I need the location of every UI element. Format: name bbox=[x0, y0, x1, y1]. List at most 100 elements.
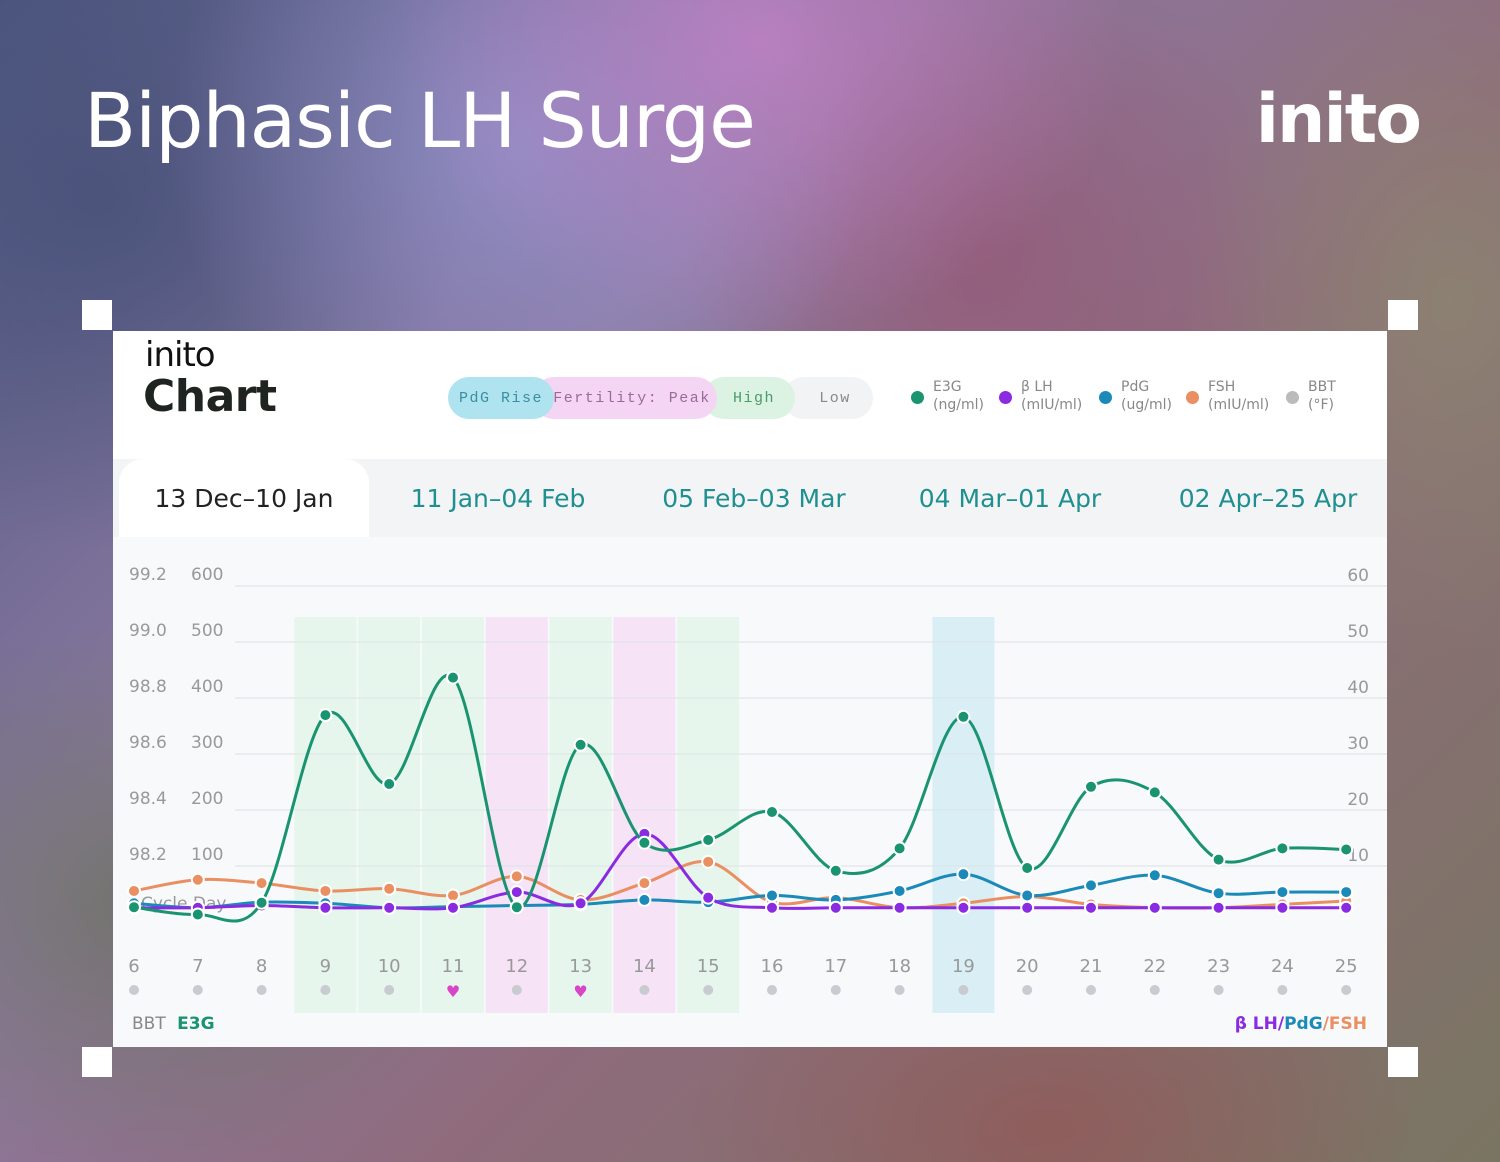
phase-pill-fertility-peak: Fertility: Peak bbox=[533, 377, 717, 419]
tab-04-mar-01-apr[interactable]: 04 Mar–01 Apr bbox=[918, 483, 1102, 513]
data-point-lh-day-13 bbox=[573, 896, 588, 911]
data-point-e3g-day-7 bbox=[190, 907, 205, 922]
data-point-e3g-day-10 bbox=[382, 777, 397, 791]
data-point-fsh-day-6 bbox=[127, 883, 141, 898]
footer-bbt-label: BBT bbox=[132, 1014, 166, 1034]
data-point-e3g-day-17 bbox=[828, 863, 843, 878]
data-point-e3g-day-23 bbox=[1211, 852, 1226, 867]
bbt-marker-day-9 bbox=[320, 985, 331, 995]
tab-02-apr-25-apr[interactable]: 02 Apr–25 Apr bbox=[1178, 483, 1358, 513]
data-point-fsh-day-15 bbox=[701, 854, 716, 869]
phase-band-high-day-13 bbox=[549, 617, 612, 1013]
data-point-pdg-day-23 bbox=[1211, 886, 1226, 901]
x-tick-day-21: 21 bbox=[1080, 956, 1103, 977]
legend-name-fsh: FSH bbox=[1208, 379, 1236, 395]
data-point-e3g-day-19 bbox=[956, 709, 971, 724]
tab-11-jan-04-feb[interactable]: 11 Jan–04 Feb bbox=[410, 483, 586, 513]
footer-fsh-label: FSH bbox=[1328, 1014, 1367, 1034]
data-point-lh-day-20 bbox=[1020, 900, 1035, 915]
bbt-marker-day-22 bbox=[1149, 985, 1160, 995]
x-tick-day-23: 23 bbox=[1207, 956, 1230, 977]
bbt-marker-day-18 bbox=[894, 985, 905, 995]
data-point-e3g-day-8 bbox=[254, 895, 269, 910]
bbt-marker-day-7 bbox=[192, 985, 203, 995]
data-point-pdg-day-16 bbox=[765, 888, 779, 903]
heart-marker-day-11: ♥ bbox=[446, 982, 460, 1001]
inito-logo: inito bbox=[1255, 80, 1422, 159]
data-point-lh-day-23 bbox=[1211, 900, 1226, 915]
legend-unit-fsh: (mIU/ml) bbox=[1208, 397, 1270, 413]
data-point-e3g-day-9 bbox=[318, 708, 333, 723]
phase-band-high-day-10 bbox=[358, 617, 421, 1013]
data-point-e3g-day-20 bbox=[1020, 861, 1035, 875]
data-point-pdg-day-19 bbox=[956, 867, 971, 882]
tab-13-dec-10-jan[interactable]: 13 Dec–10 Jan bbox=[119, 459, 369, 537]
legend-dot-e3g bbox=[911, 391, 924, 404]
y-tick-e3g: 400 bbox=[191, 677, 223, 697]
bbt-marker-day-23 bbox=[1213, 985, 1224, 995]
data-point-fsh-day-7 bbox=[190, 872, 205, 887]
bbt-marker-day-10 bbox=[384, 985, 395, 995]
y-tick-e3g: 200 bbox=[191, 789, 223, 809]
data-point-pdg-day-24 bbox=[1275, 885, 1290, 900]
data-point-lh-day-9 bbox=[318, 900, 333, 915]
x-tick-day-6: 6 bbox=[128, 956, 139, 977]
x-tick-day-12: 12 bbox=[505, 956, 528, 977]
phase-pill-high: High bbox=[703, 377, 795, 419]
legend-name-e3g: E3G bbox=[933, 379, 962, 395]
x-tick-day-17: 17 bbox=[824, 956, 847, 977]
tab-05-feb-03-mar[interactable]: 05 Feb–03 Mar bbox=[662, 483, 846, 513]
bbt-marker-day-16 bbox=[767, 985, 777, 995]
phase-band-high-day-15 bbox=[677, 617, 740, 1013]
bbt-marker-day-12 bbox=[511, 985, 522, 995]
legend-dot-lh bbox=[999, 391, 1012, 404]
data-point-lh-day-17 bbox=[828, 900, 843, 915]
y-tick-right: 20 bbox=[1347, 790, 1369, 810]
phase-band-high-day-9 bbox=[294, 617, 357, 1013]
data-point-lh-day-21 bbox=[1084, 900, 1098, 915]
data-point-e3g-day-6 bbox=[127, 900, 141, 915]
data-point-fsh-day-10 bbox=[382, 881, 397, 896]
footer-e3g-label: E3G bbox=[177, 1014, 215, 1034]
x-tick-day-11: 11 bbox=[442, 956, 465, 977]
bbt-marker-day-6 bbox=[129, 985, 139, 995]
legend-unit-e3g: (ng/ml) bbox=[933, 397, 984, 413]
x-tick-day-8: 8 bbox=[256, 956, 267, 977]
legend-unit-pdg: (ug/ml) bbox=[1121, 397, 1172, 413]
data-point-e3g-day-12 bbox=[509, 900, 524, 915]
crop-handle-top-left[interactable] bbox=[82, 300, 112, 330]
x-tick-day-15: 15 bbox=[697, 956, 720, 977]
crop-handle-bottom-left[interactable] bbox=[82, 1047, 112, 1077]
bbt-marker-day-19 bbox=[958, 985, 969, 995]
bbt-marker-day-8 bbox=[256, 985, 267, 995]
data-point-e3g-day-16 bbox=[765, 805, 779, 819]
y-tick-bbt: 98.6 bbox=[129, 733, 167, 753]
y-tick-bbt: 99.2 bbox=[129, 565, 167, 585]
x-tick-day-18: 18 bbox=[888, 956, 911, 977]
data-point-lh-day-12 bbox=[509, 885, 524, 900]
data-point-lh-day-22 bbox=[1147, 900, 1162, 915]
legend-dot-pdg bbox=[1099, 391, 1112, 404]
data-point-lh-day-11 bbox=[446, 900, 460, 915]
phase-pill-pdg-rise: PdG Rise bbox=[448, 377, 554, 419]
crop-handle-top-right[interactable] bbox=[1388, 300, 1418, 330]
crop-handle-bottom-right[interactable] bbox=[1388, 1047, 1418, 1077]
legend-dot-bbt bbox=[1286, 391, 1299, 404]
phase-band-peak-day-14 bbox=[613, 617, 676, 1013]
legend-name-bbt: BBT bbox=[1308, 379, 1336, 395]
x-tick-day-10: 10 bbox=[378, 956, 401, 977]
y-tick-e3g: 600 bbox=[191, 565, 223, 585]
data-point-pdg-day-14 bbox=[637, 892, 652, 907]
x-tick-day-25: 25 bbox=[1335, 956, 1358, 977]
page-title: Biphasic LH Surge bbox=[84, 76, 756, 165]
x-tick-day-24: 24 bbox=[1271, 956, 1294, 977]
x-tick-day-13: 13 bbox=[569, 956, 592, 977]
legend-dot-fsh bbox=[1186, 391, 1199, 404]
heart-marker-day-13: ♥ bbox=[573, 982, 587, 1001]
series-line-pdg bbox=[133, 872, 1347, 910]
data-point-e3g-day-18 bbox=[892, 841, 907, 856]
y-tick-right: 40 bbox=[1347, 678, 1369, 698]
footer-pdg-label: PdG bbox=[1284, 1014, 1323, 1034]
left-axis-footer: BBT E3G bbox=[132, 1014, 215, 1034]
bbt-marker-day-20 bbox=[1022, 985, 1033, 995]
